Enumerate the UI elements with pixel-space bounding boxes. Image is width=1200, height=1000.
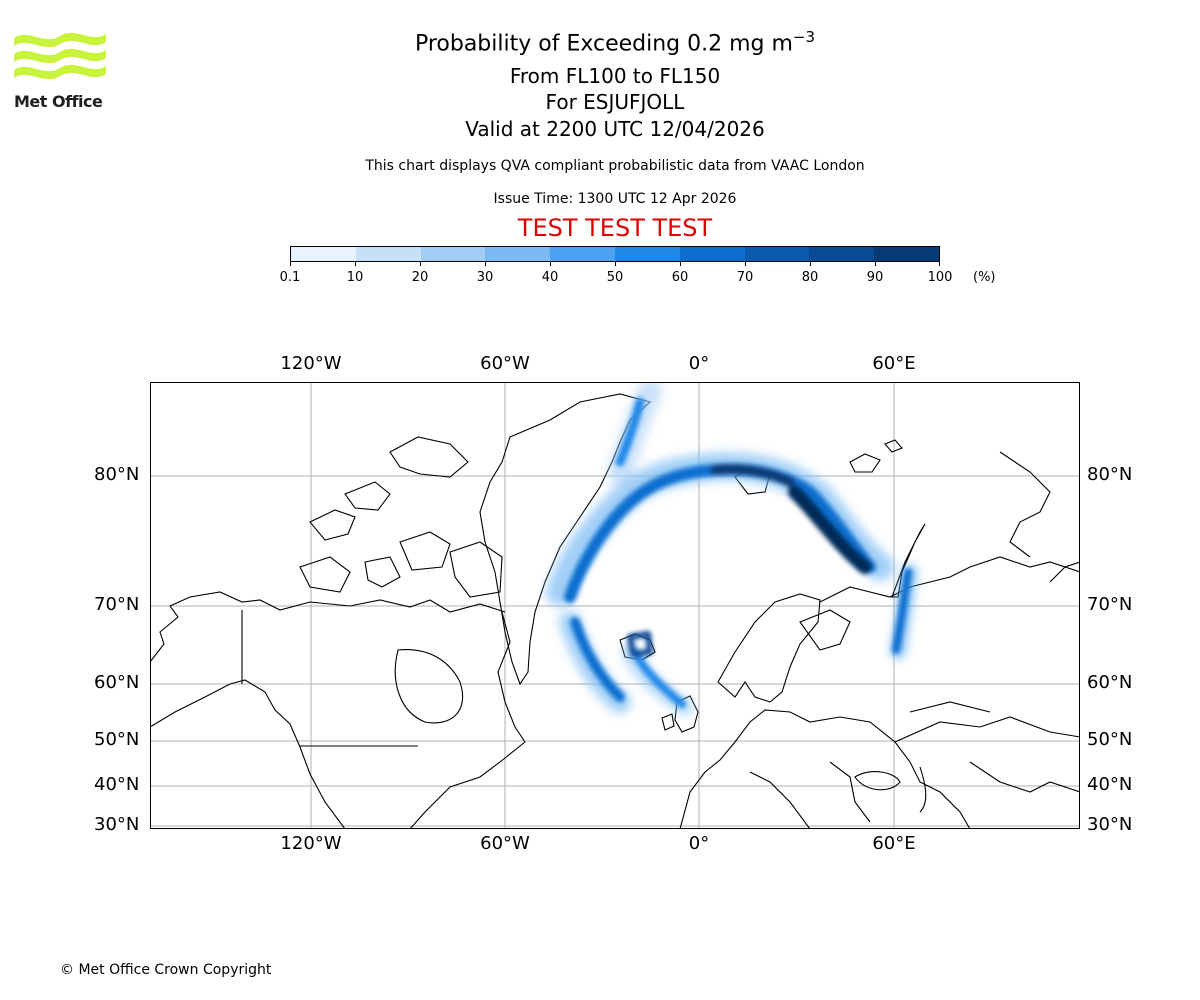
- lon-label-top: 120°W: [280, 353, 342, 374]
- lon-label-top: 60°W: [480, 353, 530, 374]
- map-panel: [150, 382, 1080, 829]
- colorbar-segment: [485, 247, 551, 261]
- lat-label-right: 70°N: [1087, 594, 1133, 615]
- copyright: © Met Office Crown Copyright: [60, 962, 272, 978]
- colorbar-unit: (%): [973, 270, 996, 285]
- map-frame: [150, 382, 1080, 829]
- coastlines: [150, 393, 1080, 829]
- colorbar-segment: [355, 247, 421, 261]
- colorbar-segment: [614, 247, 680, 261]
- colorbar-tick: 20: [411, 270, 429, 285]
- lon-label-bottom: 60°W: [480, 833, 530, 854]
- met-office-logo: Met Office: [14, 30, 106, 111]
- graticule: [150, 382, 1080, 829]
- title-main: Probability of Exceeding 0.2 mg m: [414, 31, 793, 57]
- lat-label-left: 60°N: [94, 672, 140, 693]
- colorbar: [290, 246, 940, 262]
- colorbar-segment: [874, 247, 939, 261]
- colorbar-tick: 80: [801, 270, 819, 285]
- colorbar-tick: 10: [346, 270, 364, 285]
- lat-label-left: 50°N: [94, 729, 140, 750]
- title-exponent: −3: [792, 28, 816, 46]
- colorbar-segment: [550, 247, 615, 261]
- lat-label-left: 80°N: [94, 464, 140, 485]
- lat-label-right: 60°N: [1087, 672, 1133, 693]
- logo-text: Met Office: [14, 92, 103, 111]
- colorbar-tick: 50: [606, 270, 624, 285]
- lat-label-left: 70°N: [94, 594, 140, 615]
- lat-label-left: 30°N: [94, 814, 140, 835]
- chart-title: Probability of Exceeding 0.2 mg m−3: [0, 28, 1200, 56]
- colorbar-tick: 30: [476, 270, 494, 285]
- lon-label-top: 0°: [688, 353, 710, 374]
- ash-plume: [546, 382, 917, 715]
- volcano-name: For ESJUFJOLL: [545, 90, 685, 114]
- lon-label-bottom: 60°E: [872, 833, 916, 854]
- lat-label-right: 30°N: [1087, 814, 1133, 835]
- colorbar-segment: [744, 247, 810, 261]
- colorbar-tick: 70: [736, 270, 754, 285]
- lat-label-left: 40°N: [94, 774, 140, 795]
- colorbar-tick: 60: [671, 270, 689, 285]
- flight-levels: From FL100 to FL150: [509, 64, 721, 88]
- lat-label-right: 40°N: [1087, 774, 1133, 795]
- colorbar-segment: [420, 247, 486, 261]
- valid-time: Valid at 2200 UTC 12/04/2026: [465, 117, 765, 141]
- colorbar-segment: [809, 247, 875, 261]
- colorbar-tick: 90: [866, 270, 884, 285]
- colorbar-segment: [679, 247, 745, 261]
- lat-label-right: 80°N: [1087, 464, 1133, 485]
- colorbar-tick: 0.1: [279, 270, 301, 285]
- met-office-waves-icon: [14, 32, 106, 80]
- lon-label-top: 60°E: [872, 353, 916, 374]
- issue-time: Issue Time: 1300 UTC 12 Apr 2026: [493, 191, 737, 207]
- colorbar-segment: [291, 247, 356, 261]
- colorbar-tick: 100: [927, 270, 953, 285]
- lat-label-right: 50°N: [1087, 729, 1133, 750]
- chart-description: This chart displays QVA compliant probab…: [365, 158, 865, 174]
- lon-label-bottom: 120°W: [280, 833, 342, 854]
- test-banner: TEST TEST TEST: [517, 214, 713, 242]
- lon-label-bottom: 0°: [688, 833, 710, 854]
- colorbar-tick: 40: [541, 270, 559, 285]
